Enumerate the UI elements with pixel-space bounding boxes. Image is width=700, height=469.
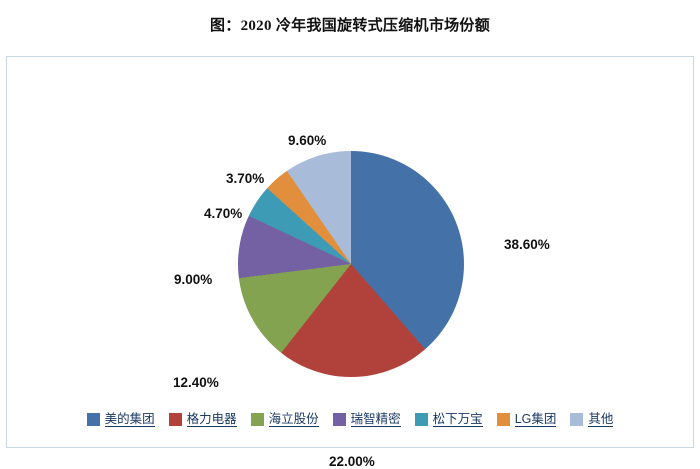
- legend-label-6: 其他: [588, 412, 614, 428]
- slice-label-4: 4.70%: [204, 206, 243, 221]
- legend-item-6[interactable]: 其他: [570, 412, 614, 428]
- chart-page: 图：2020 冷年我国旋转式压缩机市场份额 38.60% 22.00% 12.4…: [0, 18, 700, 469]
- legend-swatch-4: [414, 413, 428, 427]
- legend-label-4: 松下万宝: [432, 412, 483, 428]
- slice-label-2: 12.40%: [173, 375, 219, 390]
- legend-item-5[interactable]: LG集团: [496, 412, 557, 428]
- plot-area: 38.60% 22.00% 12.40% 9.00% 4.70% 3.70% 9…: [6, 56, 694, 469]
- chart-title: 图：2020 冷年我国旋转式压缩机市场份额: [209, 18, 491, 34]
- slice-label-3: 9.00%: [174, 272, 213, 287]
- legend-swatch-5: [496, 413, 510, 427]
- legend-item-0[interactable]: 美的集团: [86, 412, 155, 428]
- legend-swatch-3: [332, 413, 346, 427]
- legend-label-1: 格力电器: [186, 412, 237, 428]
- legend-swatch-1: [168, 413, 182, 427]
- pie-graphic: [238, 151, 464, 377]
- legend-item-4[interactable]: 松下万宝: [414, 412, 483, 428]
- pie-chart: [238, 151, 464, 377]
- legend-swatch-6: [570, 413, 584, 427]
- slice-label-0: 38.60%: [504, 237, 550, 252]
- legend-label-5: LG集团: [514, 412, 557, 428]
- legend-label-0: 美的集团: [104, 412, 155, 428]
- legend-label-3: 瑞智精密: [350, 412, 401, 428]
- slice-label-6: 9.60%: [288, 133, 327, 148]
- legend-swatch-2: [250, 413, 264, 427]
- legend-item-1[interactable]: 格力电器: [168, 412, 237, 428]
- legend-swatch-0: [86, 413, 100, 427]
- chart-legend: 美的集团 格力电器 海立股份 瑞智精密 松下万宝 LG集团 其他: [0, 412, 700, 428]
- legend-label-2: 海立股份: [268, 412, 319, 428]
- legend-item-3[interactable]: 瑞智精密: [332, 412, 401, 428]
- slice-label-1: 22.00%: [329, 454, 375, 469]
- legend-item-2[interactable]: 海立股份: [250, 412, 319, 428]
- slice-label-5: 3.70%: [226, 171, 265, 186]
